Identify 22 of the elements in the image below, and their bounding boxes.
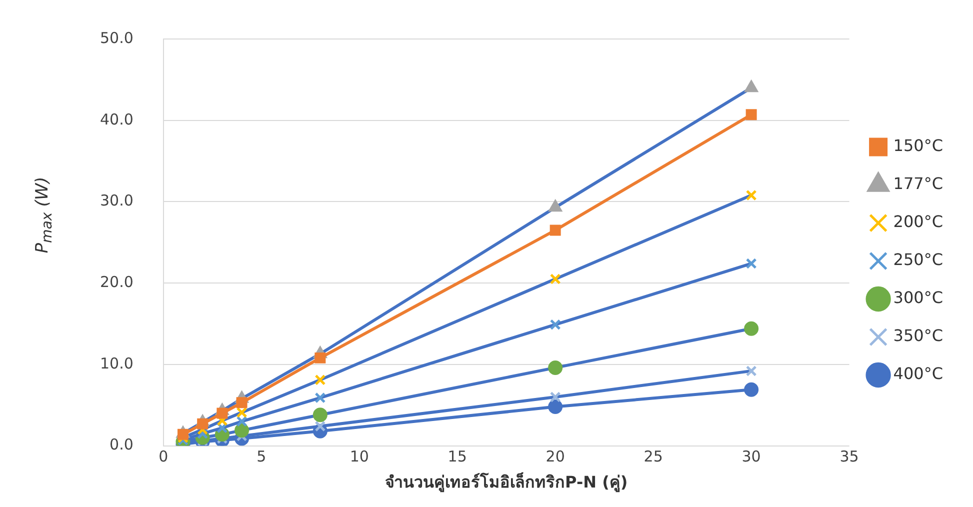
legend-label: 300°C (893, 288, 944, 308)
legend-label: 150°C (893, 136, 944, 156)
y-tick-label: 50.0 (100, 28, 134, 47)
legend-label: 350°C (893, 326, 944, 346)
x-tick-label: 30 (742, 448, 761, 466)
y-tick-label: 10.0 (100, 354, 134, 372)
legend-label: 250°C (893, 250, 944, 270)
legend-label: 200°C (893, 212, 944, 232)
legend-label: 177°C (893, 174, 944, 194)
legend-label: 400°C (893, 364, 944, 384)
x-tick-label: 20 (546, 448, 565, 466)
x-tick-label: 25 (644, 448, 663, 466)
x-tick-label: 10 (350, 448, 369, 466)
y-tick-label: 20.0 (100, 272, 134, 291)
y-tick-label: 40.0 (100, 110, 134, 128)
x-tick-label: 0 (158, 448, 168, 466)
x-axis-title: จำนวนคู่เทอร์โมอิเล็กทริกP-N (คู่) (385, 470, 628, 494)
x-tick-label: 5 (256, 448, 266, 466)
x-tick-label: 15 (448, 448, 467, 466)
x-tick-label: 35 (840, 448, 859, 466)
y-tick-label: 0.0 (110, 436, 134, 454)
y-tick-label: 30.0 (100, 192, 134, 210)
